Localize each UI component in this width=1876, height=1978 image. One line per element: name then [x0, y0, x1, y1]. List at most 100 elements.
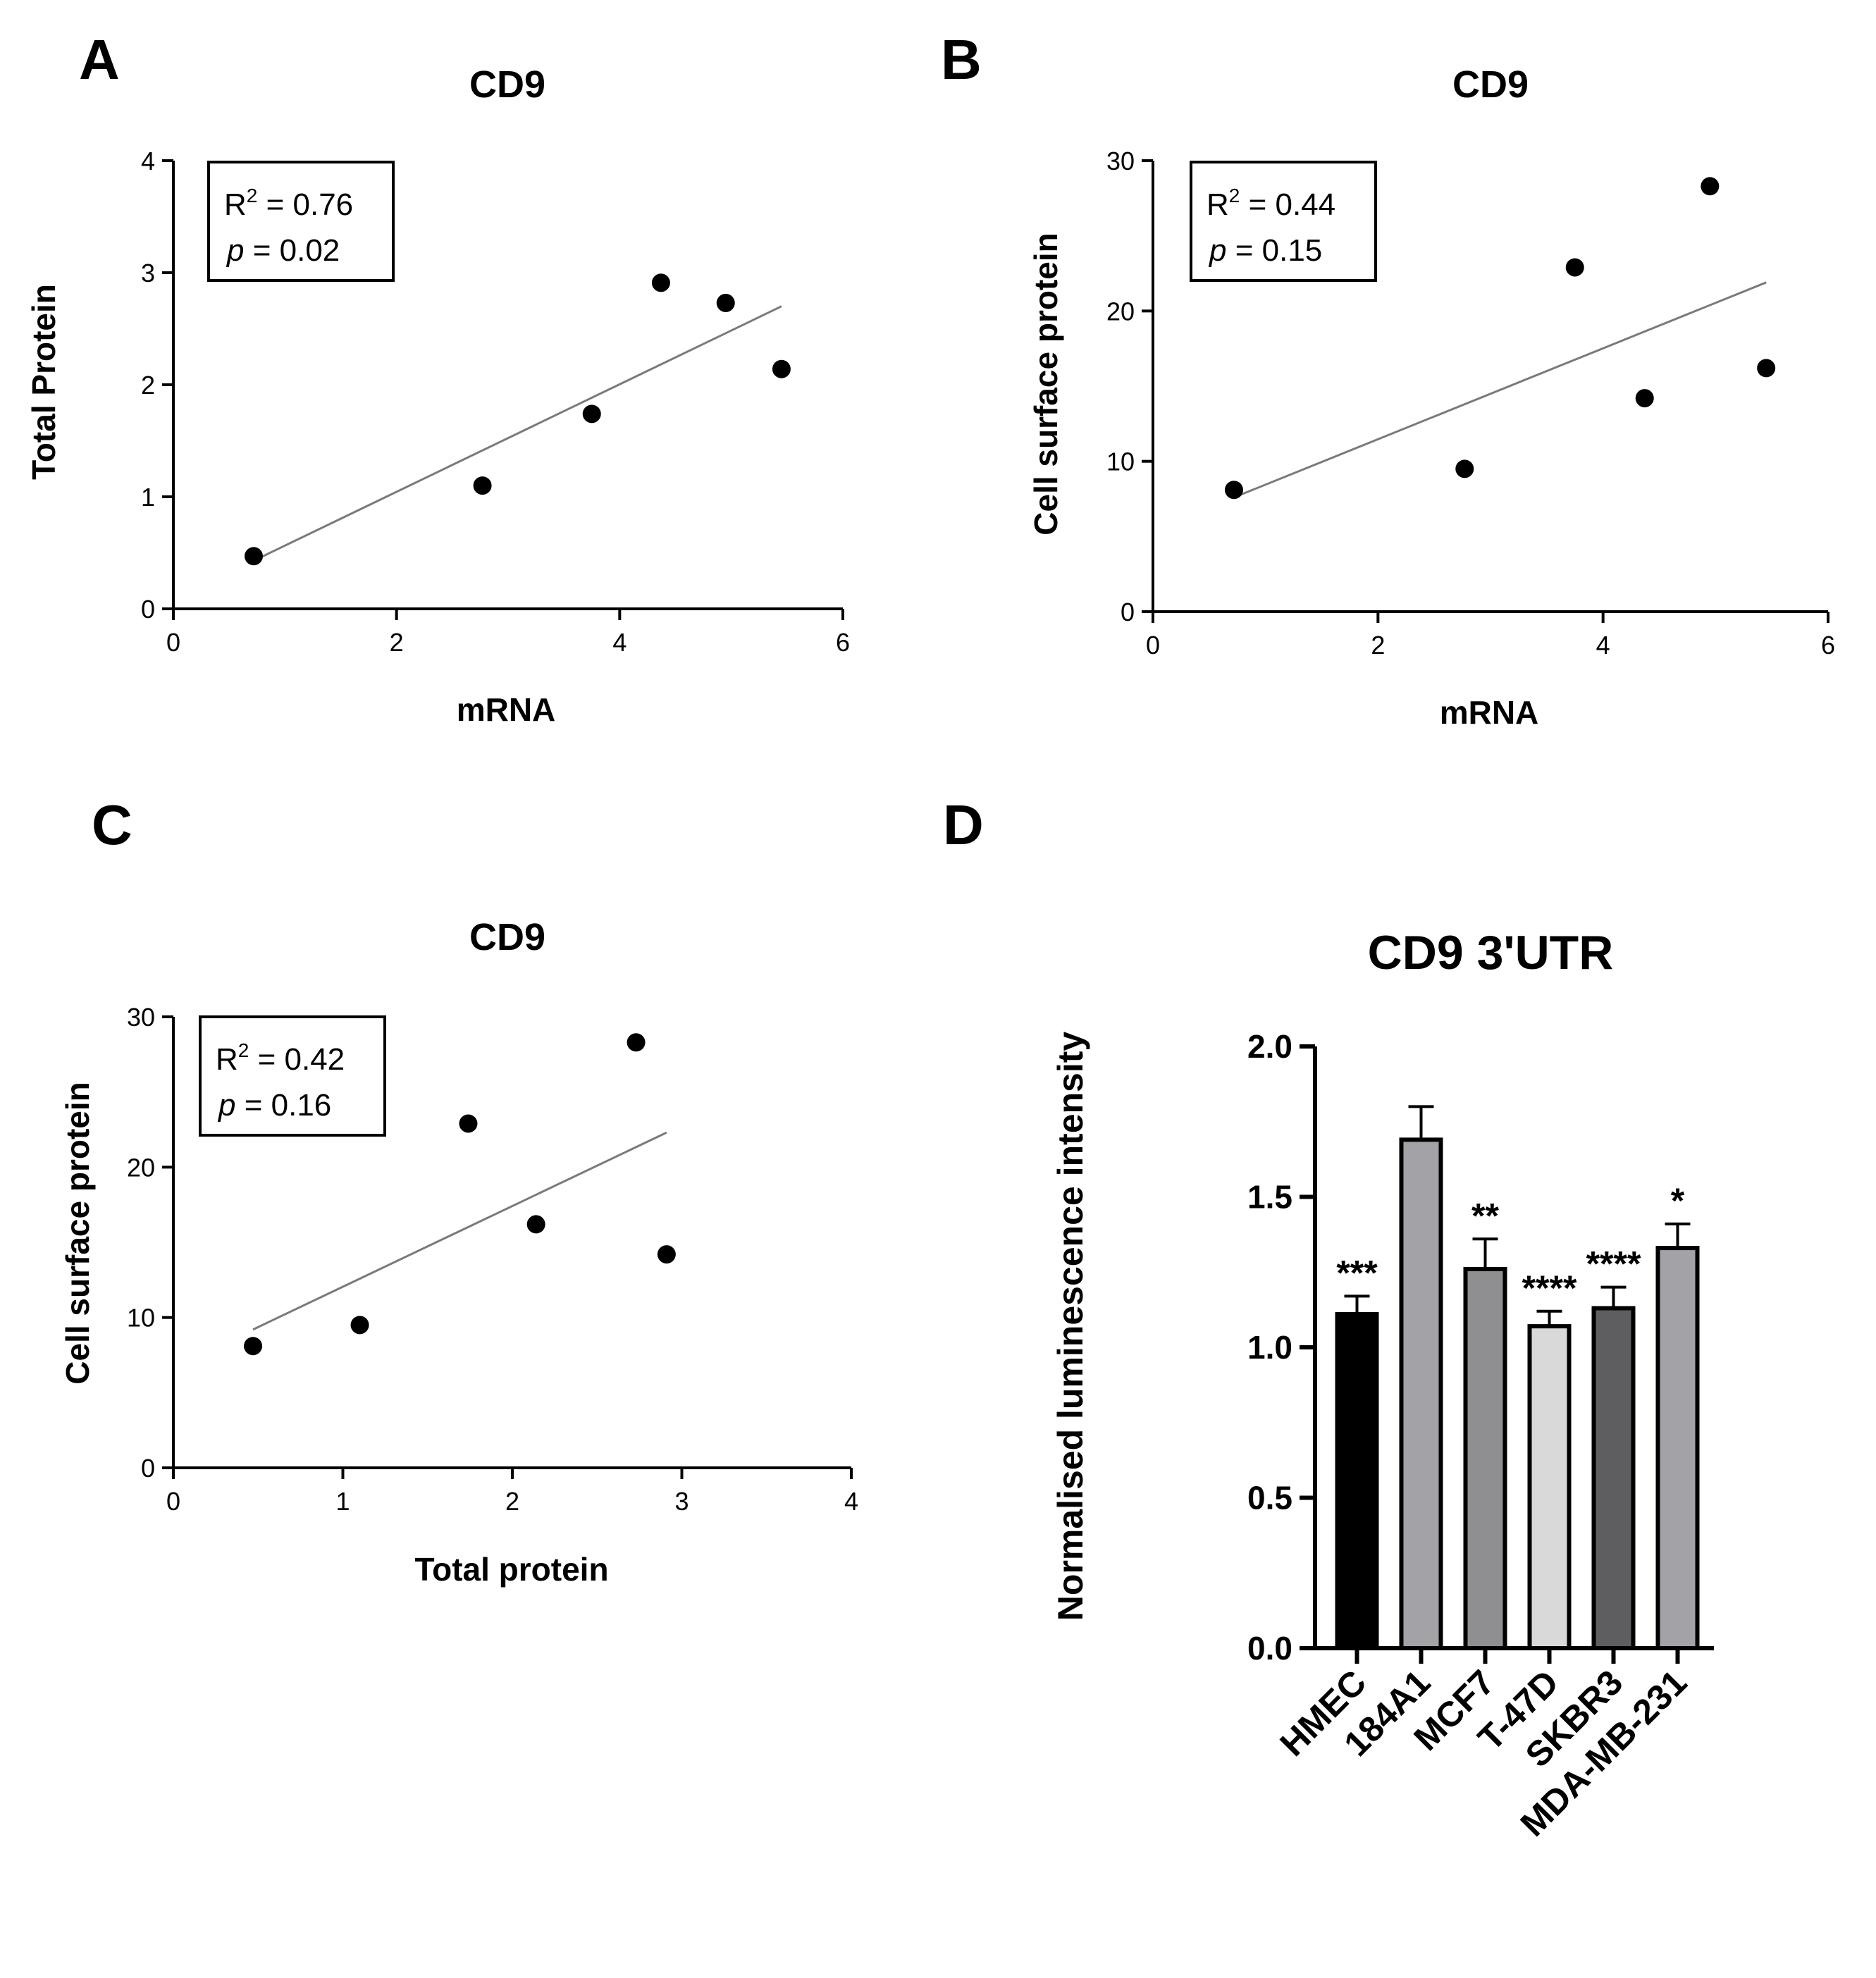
panel-a-data-point — [473, 476, 492, 495]
panel-a-y-tick-label: 3 — [141, 259, 155, 288]
panel-a-regression-line — [253, 305, 782, 562]
panel-b-r2-value: = 0.44 — [1240, 187, 1335, 222]
panel-b-y-axis-label: Cell surface protein — [1028, 233, 1064, 535]
panel-d-bar — [1527, 1324, 1572, 1650]
panel-b-title: CD9 — [1452, 63, 1529, 106]
panel-d-bar — [1399, 1137, 1443, 1650]
panel-c-y-axis-label: Cell surface protein — [59, 1082, 96, 1384]
panel-d-y-tick-label: 0.5 — [1247, 1480, 1292, 1516]
panel-a-y-tick-label: 0 — [141, 595, 155, 624]
panel-b-data-point — [1565, 258, 1584, 277]
panel-c-p-symbol: p — [217, 1088, 235, 1123]
panel-c-y-tick-label: 0 — [141, 1454, 155, 1483]
panel-a-x-axis-label: mRNA — [457, 691, 556, 728]
panel-b-data-point — [1635, 389, 1654, 408]
panel-a-r2-text: R2 = 0.76 — [224, 185, 353, 222]
panel-a-y-tick-label: 4 — [141, 147, 155, 175]
panel-d-title: CD9 3'UTR — [1368, 926, 1614, 979]
panel-c-x-tick-label: 1 — [335, 1487, 350, 1516]
panel-b-x-axis-label: mRNA — [1440, 694, 1539, 731]
panel-a-x-tick-label: 2 — [390, 628, 404, 657]
panel-b-p-symbol: p — [1208, 233, 1226, 268]
panel-c-data-point — [244, 1337, 263, 1356]
scatter-panel-c: CD9 R2 = 0.42 p = 0.16 Cell surface prot… — [59, 916, 858, 1588]
panel-d-significance-label: **** — [1522, 1268, 1577, 1308]
panel-c-r2-text: R2 = 0.42 — [216, 1039, 345, 1077]
panel-c-title: CD9 — [469, 916, 545, 958]
panel-b-stats-frame — [1190, 161, 1377, 282]
panel-b-r2-text: R2 = 0.44 — [1207, 185, 1335, 222]
panel-c-regression-line — [252, 1131, 667, 1331]
panel-a-data-point — [772, 359, 791, 378]
panel-a-p-text: p = 0.02 — [226, 233, 340, 268]
panel-d-significance-label: *** — [1336, 1253, 1378, 1292]
panel-a-axes: 0 2 4 6 0 1 2 3 4 — [141, 147, 850, 657]
panel-b-x-tick-label: 0 — [1146, 631, 1160, 660]
panel-b-r2-prefix: R — [1207, 187, 1229, 222]
panel-b-data-point — [1757, 359, 1776, 378]
panel-c-r2-sup: 2 — [238, 1039, 249, 1061]
panel-d-significance-label: **** — [1586, 1244, 1641, 1284]
panel-c-p-value: = 0.16 — [235, 1088, 331, 1123]
panel-d-significance-label: * — [1671, 1181, 1685, 1220]
panel-d-y-tick-label: 1.5 — [1247, 1179, 1292, 1216]
panel-b-data-point — [1455, 459, 1474, 478]
panel-a-y-tick-label: 2 — [141, 371, 155, 400]
panel-a-x-tick-label: 4 — [612, 628, 627, 657]
panel-a-r2-value: = 0.76 — [257, 187, 353, 222]
panel-b-y-tick-label: 30 — [1106, 147, 1135, 175]
panel-c-stats-frame — [199, 1015, 386, 1137]
scatter-panel-b: CD9 R2 = 0.44 p = 0.15 Cell surface prot… — [1028, 63, 1835, 731]
panel-d-y-tick-label: 1.0 — [1247, 1329, 1292, 1366]
panel-a-p-symbol: p — [226, 233, 244, 268]
panel-b-x-tick-label: 2 — [1371, 631, 1385, 660]
panel-a-p-value: = 0.02 — [244, 233, 340, 268]
panel-b-data-point — [1224, 481, 1243, 500]
panel-letter-b: B — [941, 28, 982, 91]
panel-c-x-tick-label: 0 — [166, 1487, 180, 1516]
panel-letter-d: D — [943, 793, 984, 856]
panel-c-y-tick-label: 20 — [127, 1153, 155, 1182]
bar-panel-d: CD9 3'UTR Normalised luminescence intens… — [1051, 926, 1714, 1844]
panel-c-data-point — [526, 1215, 545, 1234]
panel-a-stats-box: R2 = 0.76 p = 0.02 — [207, 161, 395, 282]
panel-letter-c: C — [92, 793, 132, 856]
panel-c-r2-value: = 0.42 — [249, 1042, 345, 1077]
panel-d-bar — [1591, 1306, 1636, 1650]
panel-c-x-tick-label: 3 — [674, 1487, 689, 1516]
panel-b-p-value: = 0.15 — [1226, 233, 1322, 268]
panel-c-x-tick-label: 4 — [844, 1487, 858, 1516]
panel-c-y-tick-label: 10 — [127, 1304, 155, 1333]
panel-d-bar — [1655, 1246, 1700, 1650]
panel-a-r2-sup: 2 — [247, 185, 258, 206]
panel-a-data-point — [716, 293, 735, 312]
panel-c-x-tick-label: 2 — [505, 1487, 519, 1516]
panel-c-axes: 0 1 2 3 4 0 10 20 30 — [127, 1003, 858, 1516]
panel-d-significance-label: ** — [1471, 1196, 1499, 1235]
panel-a-x-tick-label: 0 — [166, 628, 180, 657]
panel-d-y-tick-label: 0.0 — [1247, 1630, 1292, 1667]
panel-b-data-point — [1701, 177, 1720, 196]
panel-b-y-tick-label: 20 — [1106, 297, 1135, 326]
panel-c-data-point — [459, 1114, 478, 1133]
panel-b-x-tick-label: 6 — [1821, 631, 1835, 660]
panel-b-x-tick-label: 4 — [1596, 631, 1610, 660]
panel-a-r2-prefix: R — [224, 187, 247, 222]
panel-d-y-tick-label: 2.0 — [1247, 1028, 1292, 1065]
panel-a-data-point — [245, 547, 263, 566]
panel-c-data-point — [627, 1033, 646, 1052]
panel-d-bar — [1335, 1312, 1379, 1651]
panel-c-r2-prefix: R — [216, 1042, 238, 1077]
panel-b-y-tick-label: 0 — [1121, 598, 1135, 626]
panel-a-title: CD9 — [469, 63, 545, 106]
panel-b-stats-box: R2 = 0.44 p = 0.15 — [1190, 161, 1377, 282]
panel-c-p-text: p = 0.16 — [217, 1088, 331, 1123]
panel-c-data-point — [350, 1316, 369, 1335]
panel-c-y-tick-label: 30 — [127, 1003, 155, 1032]
panel-letter-a: A — [79, 28, 120, 91]
panel-d-bar — [1463, 1266, 1507, 1650]
panel-a-data-point — [651, 273, 670, 292]
panel-c-x-axis-label: Total protein — [414, 1551, 608, 1588]
panel-b-regression-line — [1233, 281, 1767, 499]
